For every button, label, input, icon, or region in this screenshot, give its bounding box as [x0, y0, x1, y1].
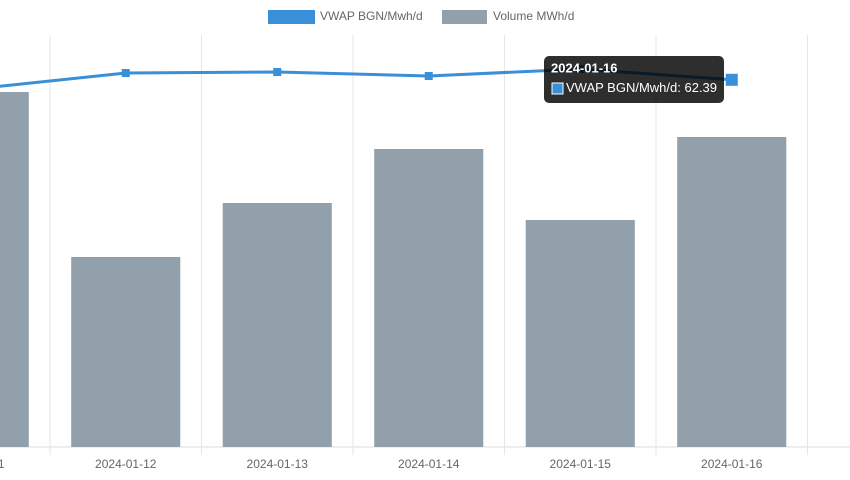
x-tick-label: 2024-01-15 [550, 457, 612, 471]
legend-label[interactable]: VWAP BGN/Mwh/d [320, 9, 423, 23]
tooltip-title: 2024-01-16 [551, 60, 618, 75]
x-tick-label: 2024-01-16 [701, 457, 763, 471]
bar [0, 92, 29, 447]
x-tick-label: 2024-01-14 [398, 457, 460, 471]
line-point [121, 69, 130, 78]
tooltip-text: 62.39 [684, 80, 717, 95]
bar [71, 257, 181, 447]
legend-swatch[interactable] [442, 10, 487, 24]
legend-swatch[interactable] [268, 10, 315, 24]
tooltip-box [544, 56, 724, 103]
tooltip-separator: : [677, 80, 684, 95]
line-point [424, 72, 433, 81]
tooltip-text: VWAP BGN/Mwh/d [566, 80, 677, 95]
bar [222, 203, 332, 447]
legend-label[interactable]: Volume MWh/d [493, 9, 574, 23]
tooltip-body: VWAP BGN/Mwh/d: 62.39 [566, 80, 717, 95]
tooltip-swatch [551, 82, 564, 95]
tooltip: 2024-01-16 VWAP BGN/Mwh/d: 62.39 [544, 56, 724, 103]
bar [677, 137, 787, 447]
x-tick-label: 2024-01-12 [95, 457, 157, 471]
x-tick-label: 2024-01-11 [0, 457, 5, 471]
x-tick-label: 2024-01-13 [247, 457, 309, 471]
legend: VWAP BGN/Mwh/d Volume MWh/d [268, 9, 574, 24]
line-point [273, 68, 282, 77]
line-point [725, 73, 738, 86]
bar [374, 149, 484, 447]
bar [525, 220, 635, 447]
